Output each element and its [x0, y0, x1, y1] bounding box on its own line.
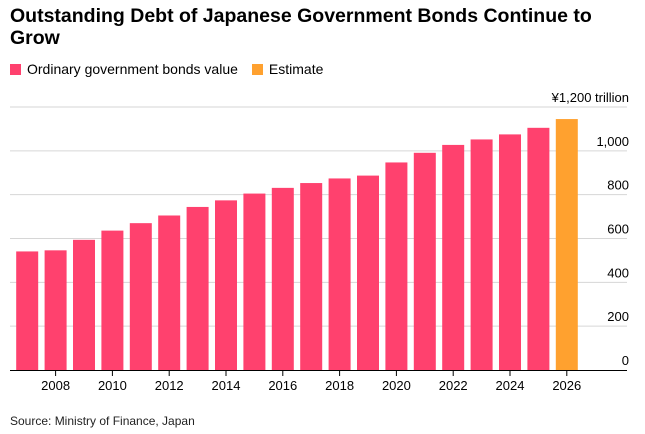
x-tick-label: 2022 [439, 378, 468, 393]
bar [328, 178, 351, 370]
y-tick-label: 800 [607, 178, 629, 193]
x-tick-label: 2020 [382, 378, 411, 393]
bar [357, 175, 379, 370]
bar [499, 134, 521, 370]
x-tick-label: 2008 [41, 378, 70, 393]
legend-item-actual: Ordinary government bonds value [10, 61, 238, 77]
bar [215, 200, 237, 370]
bar [44, 250, 67, 370]
chart-title: Outstanding Debt of Japanese Government … [10, 5, 592, 49]
x-tick-label: 2016 [268, 378, 297, 393]
bar [73, 239, 95, 370]
bar [186, 206, 209, 370]
y-tick-label: 400 [607, 265, 629, 280]
legend-swatch-actual [10, 63, 21, 75]
x-tick-label: 2018 [325, 378, 354, 393]
x-tick-labels: 2008 2010 2012 2014 2016 2018 2020 2022 2024 2026 [41, 378, 581, 393]
y-tick-label: 200 [607, 309, 629, 324]
x-axis [10, 370, 627, 376]
x-tick-label: 2014 [212, 378, 241, 393]
bar [271, 187, 294, 370]
y-tick-label: 600 [607, 222, 629, 237]
bar [158, 215, 181, 370]
bar [16, 251, 39, 370]
y-tick-labels: 0 200 400 600 800 1,000 ¥1,200 trillion [551, 90, 629, 368]
bar [385, 162, 408, 370]
y-tick-label: 0 [622, 353, 629, 368]
bar [300, 183, 323, 370]
x-tick-label: 2010 [98, 378, 127, 393]
y-tick-label: 1,000 [596, 134, 629, 149]
legend-label-actual: Ordinary government bonds value [27, 61, 238, 77]
legend: Ordinary government bonds value Estimate [10, 60, 337, 78]
bars [16, 119, 578, 370]
bar [129, 223, 152, 370]
source-note: Source: Ministry of Finance, Japan [10, 414, 195, 428]
y-tick-label: ¥1,200 trillion [551, 90, 629, 105]
x-tick-label: 2026 [552, 378, 581, 393]
bar [470, 139, 493, 370]
bar-estimate [555, 119, 578, 370]
bar [413, 152, 436, 370]
x-tick-label: 2012 [155, 378, 184, 393]
bar [442, 144, 465, 370]
legend-label-estimate: Estimate [268, 61, 324, 77]
bar [527, 127, 550, 370]
legend-item-estimate: Estimate [251, 61, 324, 77]
bar [243, 193, 266, 370]
x-tick-label: 2024 [496, 378, 525, 393]
legend-swatch-estimate [251, 63, 263, 75]
bar [101, 230, 124, 370]
